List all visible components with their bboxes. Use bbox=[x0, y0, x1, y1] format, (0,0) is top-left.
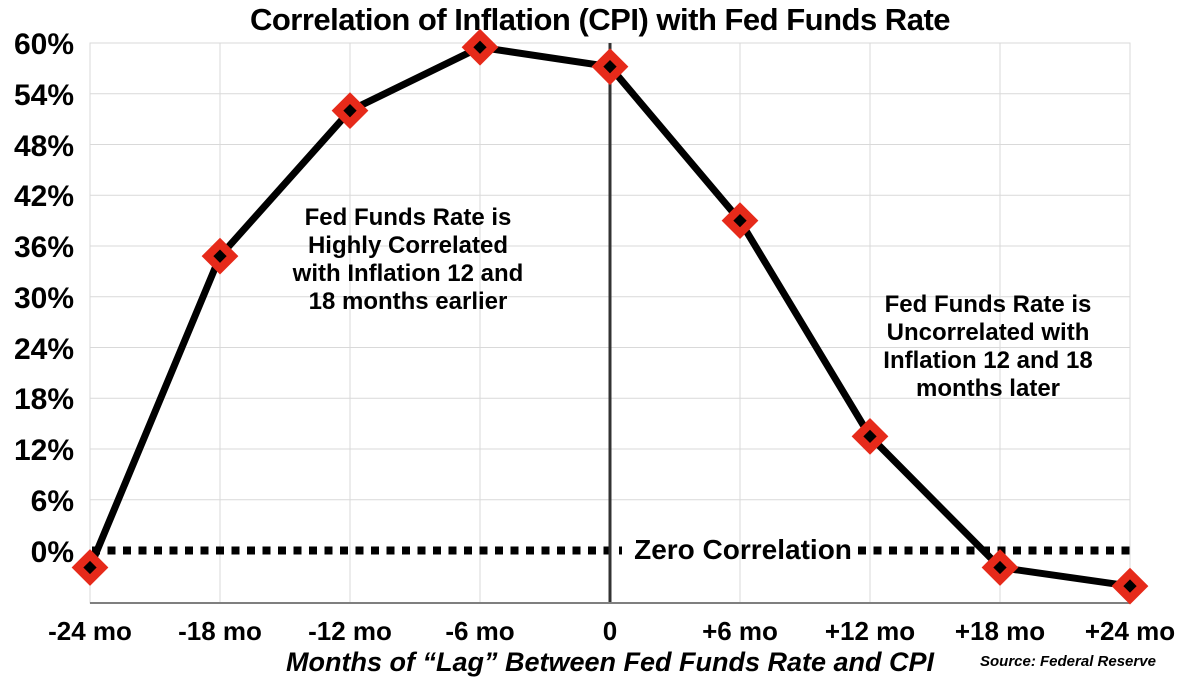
x-tick-label: +6 mo bbox=[702, 616, 778, 646]
annotation-left-lag: Fed Funds Rate is Highly Correlated with… bbox=[293, 204, 524, 316]
data-point-marker-center bbox=[213, 249, 227, 263]
x-axis-title: Months of “Lag” Between Fed Funds Rate a… bbox=[285, 647, 935, 677]
data-point-marker-center bbox=[343, 104, 357, 118]
annotation-line: Fed Funds Rate is bbox=[884, 291, 1092, 318]
y-tick-label: 18% bbox=[13, 383, 74, 417]
zero-correlation-label: Zero Correlation bbox=[634, 534, 852, 565]
chart-title: Correlation of Inflation (CPI) with Fed … bbox=[249, 2, 951, 37]
annotation-line: Uncorrelated with bbox=[886, 319, 1090, 346]
x-tick-label: -6 mo bbox=[445, 616, 515, 646]
source-credit: Source: Federal Reserve bbox=[980, 653, 1156, 670]
y-tick-label: 12% bbox=[13, 434, 74, 468]
x-tick-label: -18 mo bbox=[178, 616, 262, 646]
data-point-marker-center bbox=[1123, 579, 1137, 593]
y-tick-label: 60% bbox=[13, 28, 74, 61]
data-point-marker-center bbox=[473, 40, 487, 54]
annotation-line: 18 months earlier bbox=[308, 288, 508, 315]
annotation-line: months later bbox=[915, 375, 1061, 402]
x-tick-label: -12 mo bbox=[308, 616, 392, 646]
annotation-line: Inflation 12 and 18 bbox=[883, 347, 1093, 374]
annotation-right-lead: Fed Funds Rate is Uncorrelated with Infl… bbox=[883, 291, 1092, 403]
y-tick-label: 6% bbox=[30, 484, 74, 518]
y-tick-label: 36% bbox=[13, 231, 74, 265]
y-tick-label: 54% bbox=[13, 78, 74, 112]
annotation-line: with Inflation 12 and bbox=[292, 260, 524, 287]
annotation-line: Highly Correlated bbox=[307, 232, 509, 259]
y-tick-label: 48% bbox=[13, 129, 74, 163]
x-tick-label: 0 bbox=[602, 616, 618, 646]
x-tick-label: +18 mo bbox=[954, 616, 1046, 646]
x-tick-label: +24 mo bbox=[1084, 616, 1176, 646]
x-tick-label: +12 mo bbox=[824, 616, 916, 646]
y-tick-label: 42% bbox=[13, 180, 74, 214]
x-tick-label: -24 mo bbox=[48, 616, 132, 646]
y-tick-label: 0% bbox=[30, 535, 74, 569]
annotation-line: Fed Funds Rate is bbox=[304, 204, 512, 231]
y-tick-label: 24% bbox=[13, 332, 74, 366]
y-tick-label: 30% bbox=[13, 281, 74, 315]
